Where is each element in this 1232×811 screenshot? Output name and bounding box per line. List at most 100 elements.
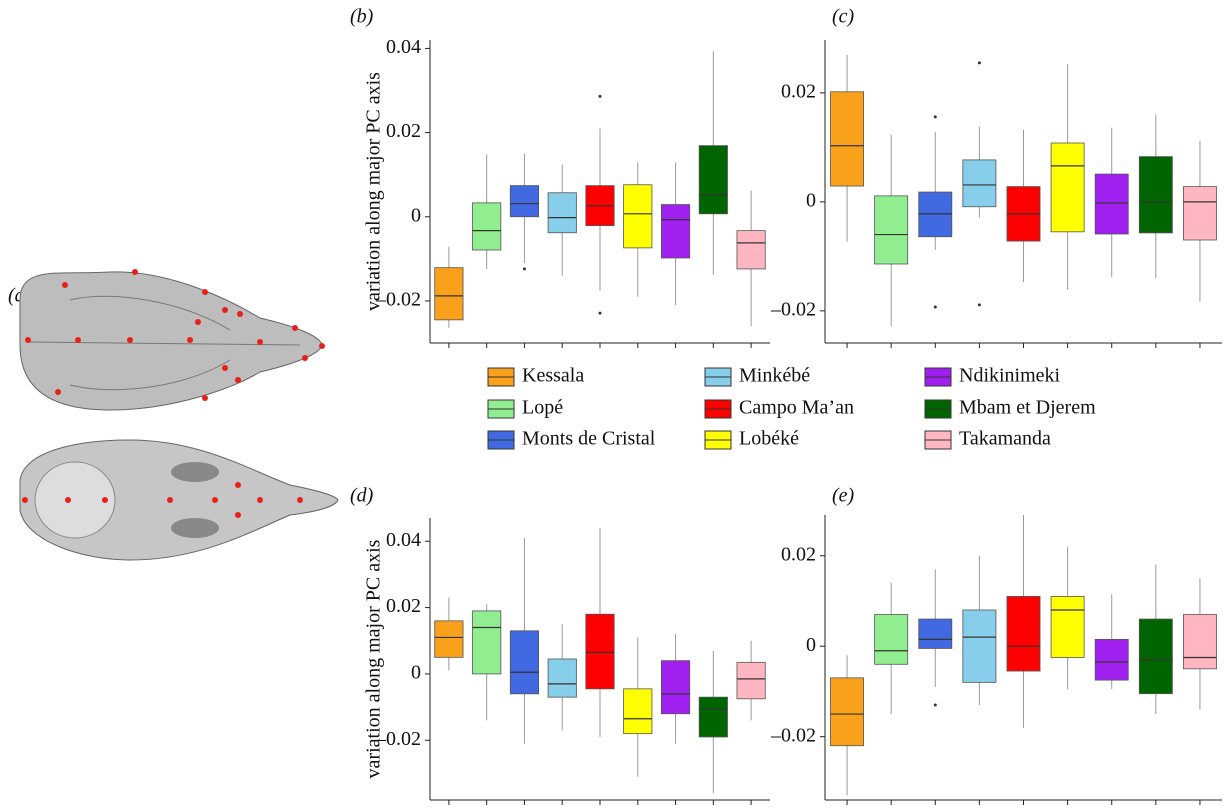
outlier [933,703,937,707]
box [736,640,766,721]
box-body [962,609,997,683]
box [962,555,997,705]
box [434,246,464,328]
y-axis-label: variation along major PC axis [363,539,385,778]
box-body [509,185,540,218]
y-tick-label: 0.02 [781,80,816,102]
box-body [1138,618,1173,695]
box [918,569,953,707]
y-tick-label: 0.02 [781,543,816,565]
box-body [874,195,909,265]
box-body [623,688,653,735]
legend-label: Kessala [522,365,584,387]
y-tick-label: 0.04 [386,529,421,551]
box [434,597,464,671]
outlier [598,94,602,98]
box [830,54,864,242]
box-body [1050,142,1085,233]
box [585,94,615,315]
box-body [434,267,464,321]
y-tick-label: –0.02 [770,298,816,320]
box-body [1183,614,1217,670]
box-body [660,204,691,259]
box-body [736,661,766,700]
skull-top [19,271,323,411]
box [874,582,909,715]
y-tick-label: –0.02 [375,728,421,750]
box-body [830,677,864,747]
y-tick-label: 0.02 [386,595,421,617]
y-tick-label: 0 [806,189,816,211]
box [918,115,953,309]
legend-label: Monts de Cristal [522,428,656,450]
legend-label: Mbam et Djerem [959,397,1096,419]
box [1094,127,1129,278]
legend-label: Campo Ma’an [739,397,854,419]
y-tick-label: 0.02 [386,120,421,142]
box-body [509,630,540,695]
box [698,51,728,275]
box [962,61,997,307]
landmarks [22,269,325,518]
panel-label: (e) [832,485,855,507]
box-body [472,610,502,675]
y-tick-label: 0.04 [386,36,421,58]
box-body [1183,186,1217,241]
box-body [547,192,577,234]
box-body [585,613,615,690]
box-body [1094,639,1129,681]
box [736,190,766,327]
box [1006,515,1041,728]
panel-label: (b) [350,6,374,28]
box-body [434,620,464,658]
panel-label: (d) [350,485,374,507]
y-axis-label: variation along major PC axis [363,72,385,311]
box [1138,114,1173,279]
box [1050,63,1085,290]
box [1138,564,1173,715]
box [1183,140,1217,302]
box [623,637,653,777]
box [509,537,540,744]
box [660,634,691,744]
box [585,527,615,737]
box-body [1006,596,1041,672]
panel-label: (c) [832,6,855,28]
box-body [472,202,502,251]
box [1006,129,1041,282]
box [698,650,728,794]
box-body [1138,156,1173,234]
outlier [933,115,937,119]
box [1050,546,1085,690]
outlier [522,267,526,271]
legend-label: Takamanda [959,428,1051,450]
box-body [1094,173,1129,235]
outlier [977,61,981,65]
box-body [623,184,653,249]
box [623,162,653,297]
y-tick-label: 0 [411,204,421,226]
box [472,154,502,269]
box [509,153,540,271]
box [874,134,909,327]
box-body [736,230,766,270]
legend-label: Ndikinimeki [959,365,1061,387]
legend-label: Lobéké [739,428,799,450]
box-body [547,658,577,698]
box [472,604,502,721]
y-tick-label: –0.02 [375,289,421,311]
y-tick-label: 0 [411,662,421,684]
box-body [918,618,953,649]
box-body [660,660,691,715]
box-body [698,696,728,738]
box [660,162,691,306]
box [1094,594,1129,690]
box [1183,578,1217,710]
legend-label: Lopé [522,397,563,419]
skull-bottom [19,439,339,561]
legend-label: Minkébé [739,365,810,387]
y-tick-label: 0 [806,634,816,656]
y-tick-label: –0.02 [770,724,816,746]
